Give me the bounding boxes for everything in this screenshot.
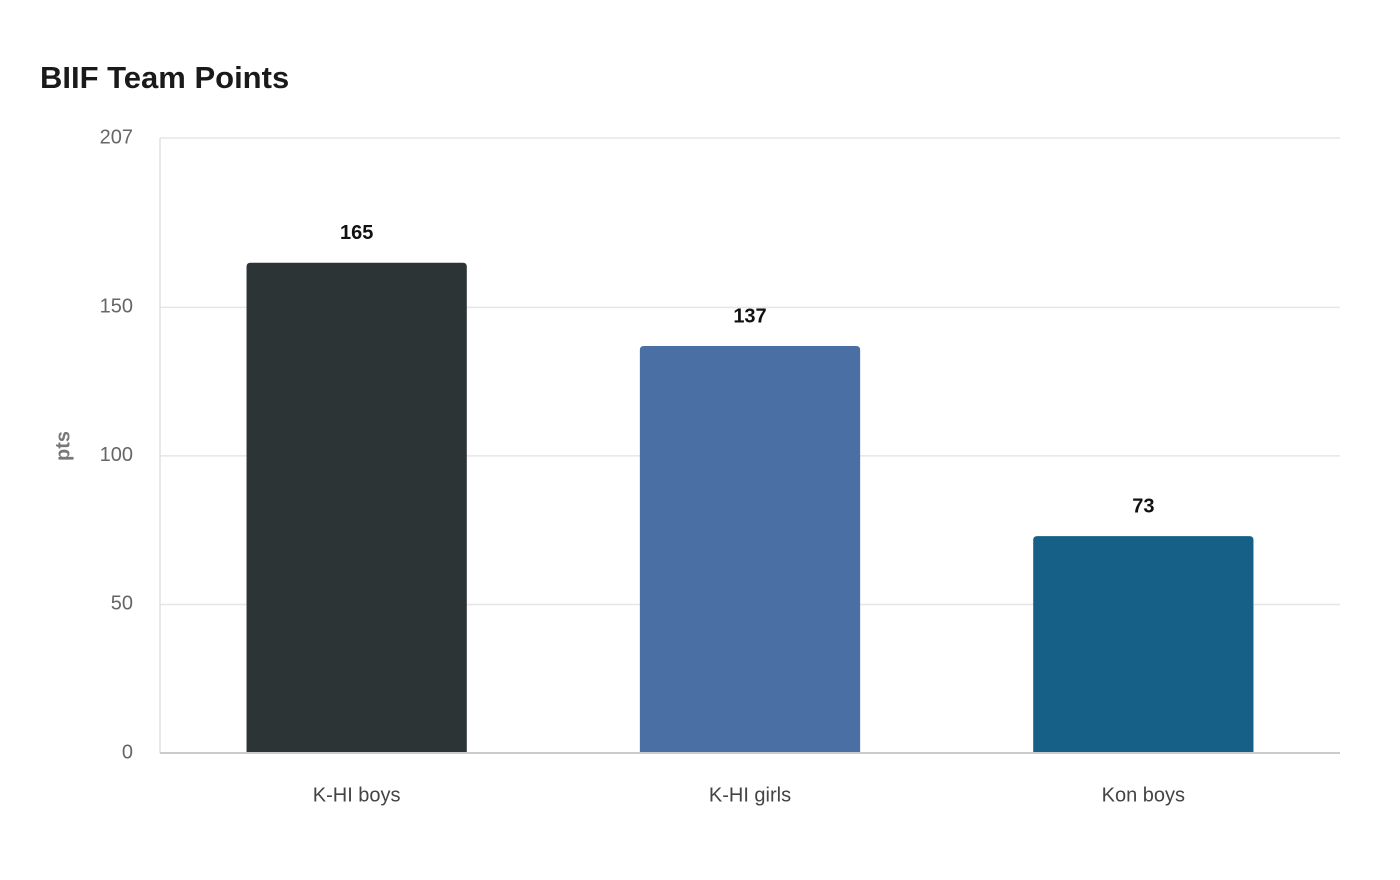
y-tick-label: 50 bbox=[111, 593, 133, 615]
bar bbox=[1033, 536, 1254, 753]
value-label: 137 bbox=[733, 305, 766, 327]
y-tick-label: 207 bbox=[100, 126, 133, 148]
bar bbox=[246, 262, 467, 753]
x-tick-label: K-HI girls bbox=[709, 784, 791, 806]
y-tick-label: 150 bbox=[100, 296, 133, 318]
x-tick-label: K-HI boys bbox=[313, 784, 401, 806]
y-tick-label: 100 bbox=[100, 444, 133, 466]
value-label: 165 bbox=[340, 222, 373, 244]
y-axis-label: pts bbox=[52, 431, 74, 461]
value-label: 73 bbox=[1132, 495, 1154, 517]
x-tick-label: Kon boys bbox=[1102, 784, 1185, 806]
bar bbox=[639, 345, 861, 753]
chart-title: BIIF Team Points bbox=[40, 60, 289, 95]
y-tick-label: 0 bbox=[122, 741, 133, 763]
